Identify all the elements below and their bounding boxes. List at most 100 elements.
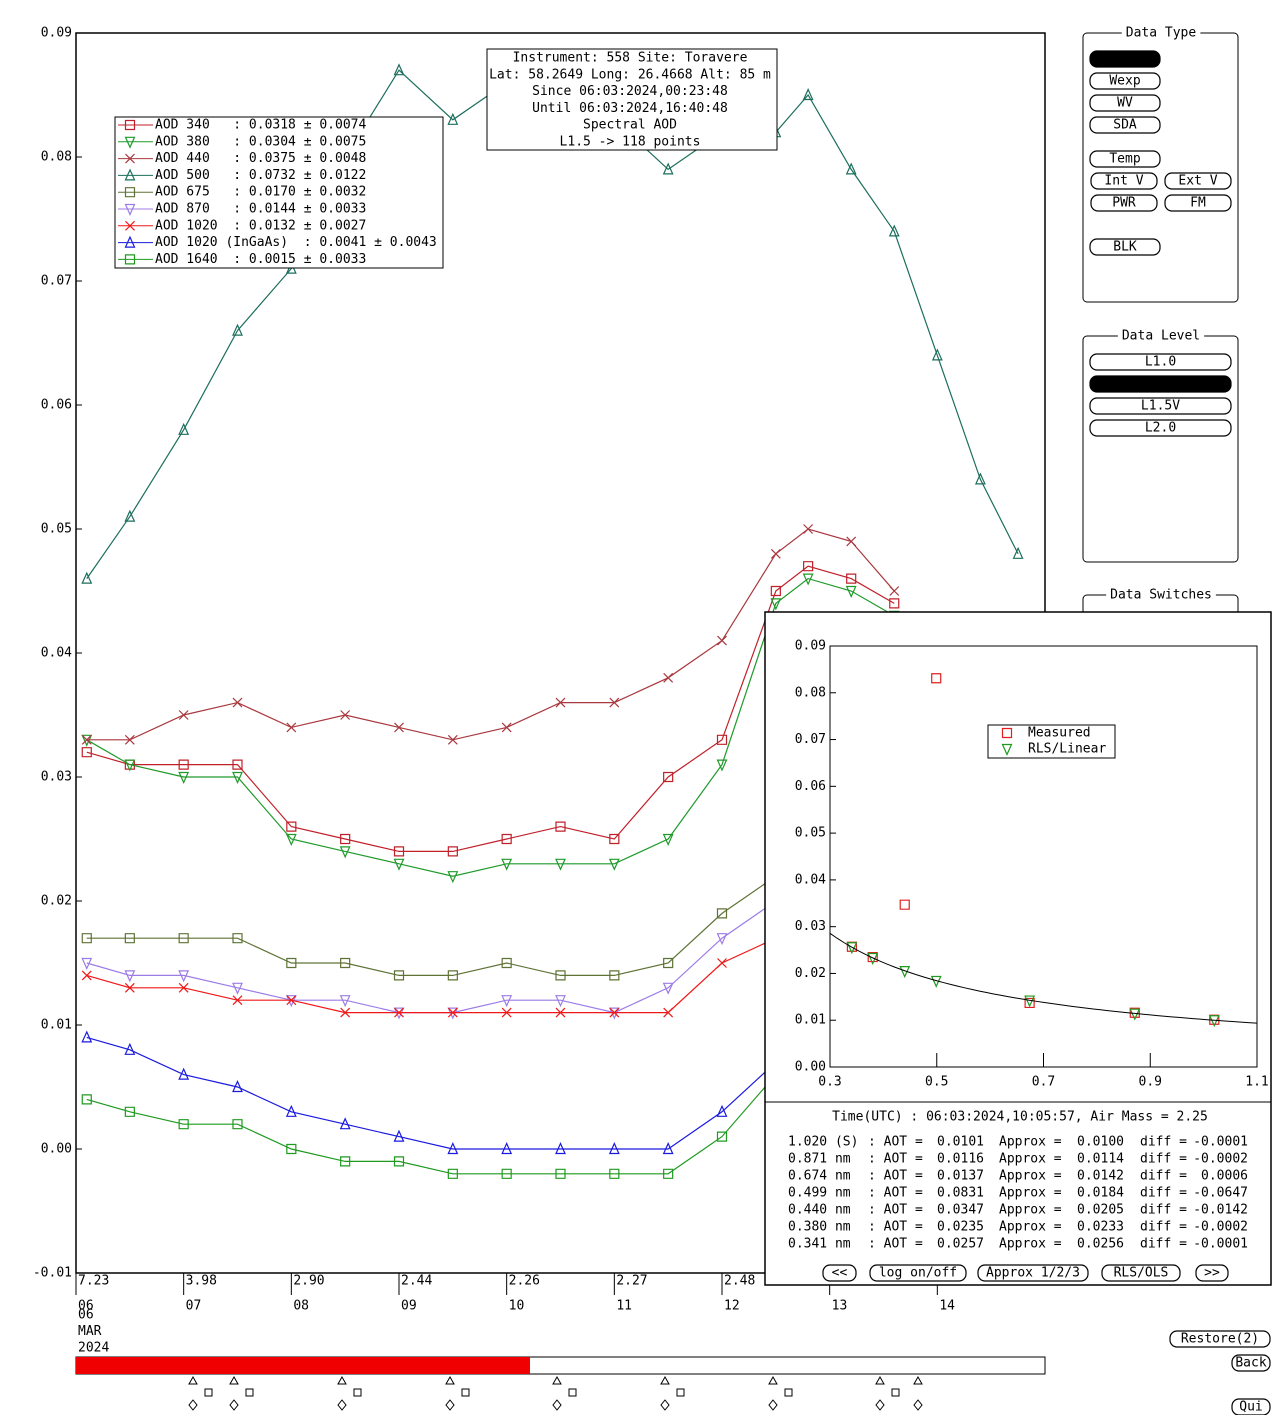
button[interactable]: <<: [822, 1264, 857, 1282]
x-tick-label: 07: [186, 1299, 202, 1314]
button-label[interactable]: Ext V: [1178, 174, 1217, 189]
title-bg: [1106, 587, 1216, 603]
data-marker: [889, 598, 900, 609]
table-cell: diff =: [1140, 1169, 1187, 1184]
button[interactable]: L1.5: [1089, 375, 1232, 393]
button[interactable]: Back: [1231, 1354, 1271, 1372]
button[interactable]: L1.5V: [1089, 397, 1232, 415]
table-cell: -0.0001: [1193, 1237, 1248, 1252]
data-marker: [124, 1106, 135, 1117]
button-label[interactable]: log on/off: [879, 1266, 957, 1281]
button-label[interactable]: L1.5: [1145, 377, 1176, 392]
data-marker: [1012, 546, 1024, 559]
table-cell: -0.0002: [1193, 1220, 1248, 1235]
y-tick-label: -0.01: [33, 1266, 72, 1281]
button[interactable]: Ext V: [1164, 172, 1232, 190]
button[interactable]: FM: [1164, 194, 1232, 212]
x-tick-label: 12: [724, 1299, 740, 1314]
legend-label: AOD 340 : 0.0318 ± 0.0074: [155, 118, 366, 133]
table-cell: Approx =: [999, 1152, 1062, 1167]
airmass-label: 2.27: [616, 1274, 647, 1289]
data-marker: [232, 771, 243, 784]
button-label[interactable]: L2.0: [1145, 421, 1176, 436]
data-marker: [555, 821, 566, 832]
data-marker: [770, 598, 782, 611]
button[interactable]: L2.0: [1089, 419, 1232, 437]
data-marker: [501, 957, 512, 969]
button[interactable]: AOD: [1089, 50, 1161, 68]
table-cell: 1.020 (S): [788, 1135, 858, 1150]
button[interactable]: BLK: [1089, 238, 1161, 256]
table-cell: : AOT =: [868, 1203, 923, 1218]
data-marker: [501, 1168, 512, 1179]
data-marker: [899, 899, 910, 910]
data-marker: [662, 162, 674, 175]
group-title: Data Type: [1126, 26, 1197, 41]
button[interactable]: L1.0: [1089, 353, 1232, 371]
table-cell: 0.0257: [937, 1237, 984, 1252]
button-label[interactable]: PWR: [1112, 196, 1136, 211]
legend-box: [114, 116, 444, 269]
button-frame: [1089, 72, 1161, 90]
button-label[interactable]: Wexp: [1109, 74, 1140, 89]
button-label[interactable]: FM: [1190, 196, 1206, 211]
button-label[interactable]: SDA: [1113, 118, 1137, 133]
button-frame: [1101, 1264, 1181, 1282]
button-label[interactable]: Back: [1235, 1356, 1266, 1371]
button[interactable]: SDA: [1089, 116, 1161, 134]
data-marker: [447, 1142, 459, 1155]
series-line: [86, 1036, 777, 1150]
data-marker: [867, 951, 878, 963]
button[interactable]: log on/off: [869, 1264, 967, 1282]
button-label[interactable]: >>: [1204, 1266, 1220, 1281]
table-cell: : AOT =: [868, 1152, 923, 1167]
button[interactable]: PWR: [1090, 194, 1158, 212]
button-label[interactable]: Approx 1/2/3: [986, 1266, 1080, 1281]
y-tick-label: 0.00: [41, 1142, 72, 1157]
button[interactable]: WV: [1089, 94, 1161, 112]
data-marker: [555, 697, 566, 708]
button[interactable]: >>: [1195, 1264, 1229, 1282]
button[interactable]: Temp: [1089, 150, 1161, 168]
button-label[interactable]: WV: [1117, 96, 1133, 111]
data-marker: [232, 1119, 243, 1130]
legend-label: AOD 1020 (InGaAs) : 0.0041 ± 0.0043: [155, 235, 437, 250]
y-tick-label: 0.06: [795, 779, 826, 794]
data-marker: [286, 995, 297, 1006]
button[interactable]: Wexp: [1089, 72, 1161, 90]
button-label[interactable]: BLK: [1113, 240, 1137, 255]
button-frame: [1231, 1398, 1271, 1415]
data-marker: [178, 1119, 189, 1130]
button-label[interactable]: Qui: [1239, 1400, 1262, 1415]
date-label: 2024: [78, 1341, 109, 1356]
button-label[interactable]: Restore(2): [1181, 1332, 1259, 1347]
button-label[interactable]: Int V: [1104, 174, 1143, 189]
data-marker: [663, 771, 674, 783]
button-frame: [1090, 172, 1158, 190]
series-line: [86, 875, 777, 976]
button-label[interactable]: RLS/OLS: [1114, 1266, 1169, 1281]
y-tick-label: 0.07: [795, 732, 826, 747]
data-marker: [286, 722, 297, 733]
data-marker: [501, 995, 513, 1008]
data-marker: [555, 1142, 566, 1155]
table-cell: diff =: [1140, 1186, 1187, 1201]
button[interactable]: RLS/OLS: [1101, 1264, 1181, 1282]
button-label[interactable]: L1.5V: [1141, 399, 1180, 414]
button[interactable]: Int V: [1090, 172, 1158, 190]
button-label[interactable]: Temp: [1109, 152, 1140, 167]
data-marker: [846, 536, 857, 547]
table-cell: -0.0001: [1193, 1135, 1248, 1150]
button[interactable]: Qui: [1231, 1398, 1271, 1415]
button[interactable]: Approx 1/2/3: [977, 1264, 1089, 1282]
button-label[interactable]: L1.0: [1145, 355, 1176, 370]
data-marker: [974, 472, 986, 485]
button-label[interactable]: <<: [832, 1266, 848, 1281]
y-tick-label: 0.04: [795, 872, 826, 887]
data-marker: [178, 970, 190, 983]
data-marker: [716, 933, 728, 946]
data-marker: [285, 1104, 297, 1117]
y-tick-label: 0.04: [41, 646, 72, 661]
button-label[interactable]: AOD: [1113, 52, 1137, 67]
button[interactable]: Restore(2): [1169, 1330, 1271, 1348]
